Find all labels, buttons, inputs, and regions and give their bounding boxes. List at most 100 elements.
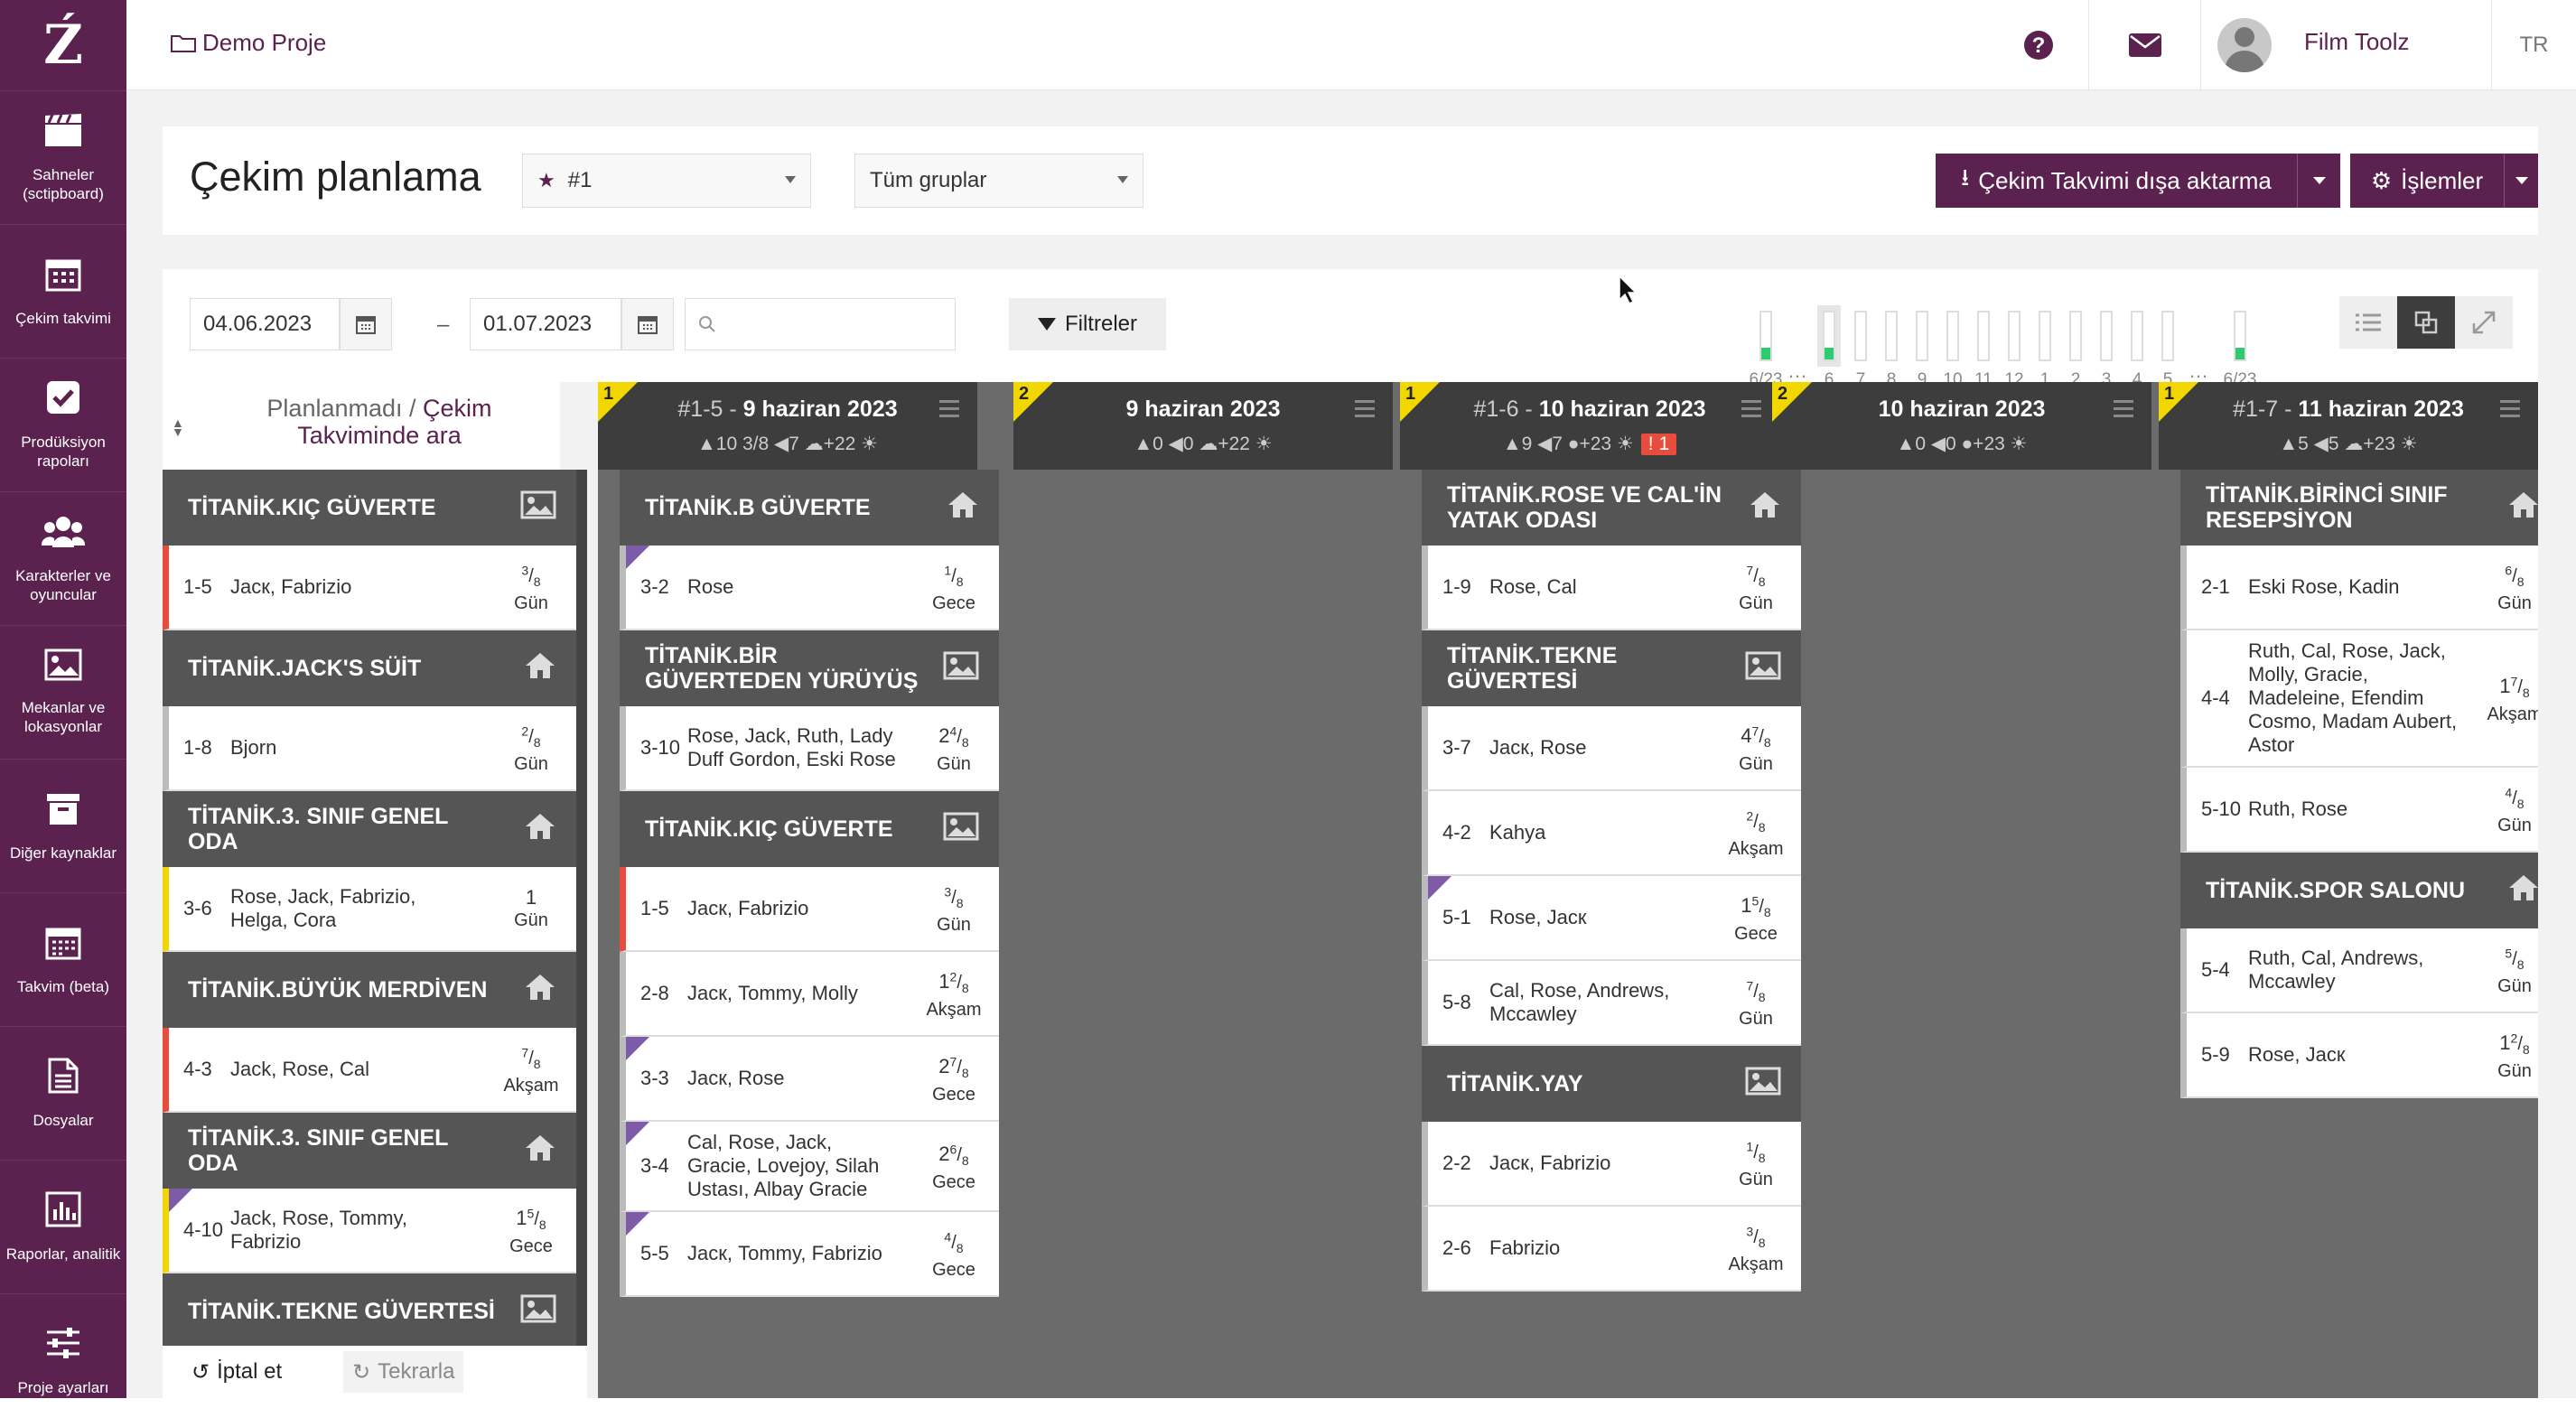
day-load-bar[interactable] [2161, 311, 2174, 361]
scene-card[interactable]: 4-10 Jack, Rose, Tommy, Fabrizio 15/8 Gece [163, 1189, 576, 1273]
date-to-calendar-button[interactable] [621, 298, 674, 350]
undo-button[interactable]: ↺ İptal et [182, 1351, 291, 1393]
date-from-calendar-button[interactable] [340, 298, 392, 350]
day-load-bar[interactable] [2069, 311, 2082, 361]
sidebar-item-6[interactable]: Diğer kaynaklar [0, 759, 126, 892]
sidebar-item-10[interactable]: Proje ayarları [0, 1293, 126, 1427]
set-header[interactable]: TİTANİK.TEKNE GÜVERTESİ [163, 1273, 576, 1346]
scene-card[interactable]: 1-5 Jacк, Fabrizio 3/8 Gün [620, 867, 999, 952]
scene-card[interactable]: 1-8 Bjorn 2/8 Gün [163, 706, 576, 791]
unplanned-scrollbar[interactable] [576, 470, 587, 1346]
scene-card[interactable]: 2-1 Eski Rose, Kadin 6/8 Gün [2180, 546, 2538, 630]
scene-card[interactable]: 2-8 Jacк, Tommy, Molly 12/8 Akşam [620, 952, 999, 1037]
day-load-bar[interactable] [2131, 311, 2143, 361]
set-header[interactable]: TİTANİK.KIÇ GÜVERTE [620, 791, 999, 867]
operations-button[interactable]: ⚙ İşlemler [2350, 154, 2504, 208]
scene-card[interactable]: 5-10 Ruth, Rose 4/8 Gün [2180, 768, 2538, 853]
app-logo[interactable]: Ź [43, 14, 83, 77]
schedule-select[interactable]: ★ #1 [522, 154, 811, 208]
fullscreen-button[interactable] [2455, 296, 2513, 349]
day-header[interactable]: 1 #1-5 - 9 haziran 2023 ▲10 3/8 ◀7 ☁+22 ☀ [598, 382, 977, 470]
warning-badge[interactable]: ! 1 [1640, 434, 1677, 455]
day-load-bar[interactable] [1854, 311, 1867, 361]
scene-card[interactable]: 3-7 Jacк, Rose 47/8 Gün [1422, 706, 1801, 791]
scene-card[interactable]: 3-3 Jacк, Rose 27/8 Gece [620, 1037, 999, 1122]
fraction-slash: / [957, 1058, 962, 1078]
operations-dropdown-button[interactable] [2504, 154, 2538, 208]
export-schedule-button[interactable]: ⭳ Çekim Takvimi dışa aktarma [1936, 154, 2297, 208]
scene-card[interactable]: 1-9 Rose, Cal 7/8 Gün [1422, 546, 1801, 630]
day-load-bar[interactable] [2100, 311, 2113, 361]
set-header[interactable]: TİTANİK.B GÜVERTE [620, 470, 999, 546]
sort-icon[interactable]: ▲ ▼ [172, 415, 184, 439]
set-header[interactable]: TİTANİK.YAY [1422, 1046, 1801, 1122]
set-header[interactable]: TİTANİK.KIÇ GÜVERTE [163, 470, 576, 546]
day-menu-icon[interactable] [1741, 400, 1761, 422]
day-header[interactable]: 1 #1-6 - 10 haziran 2023 ▲9 ◀7 ●+23 ☀! 1 [1400, 382, 1779, 470]
day-load-bar[interactable] [2234, 311, 2246, 361]
messages-button[interactable] [2088, 0, 2200, 90]
scene-card[interactable]: 4-3 Jack, Rose, Cal 7/8 Akşam [163, 1028, 576, 1113]
sidebar-item-2[interactable]: Çekim takvimi [0, 224, 126, 358]
day-load-bar[interactable] [1977, 311, 1990, 361]
day-load-bar[interactable] [1916, 311, 1928, 361]
sidebar-item-8[interactable]: Dosyalar [0, 1026, 126, 1160]
scene-card[interactable]: 3-4 Cal, Rose, Jack, Gracie, Lovejoy, Sil… [620, 1122, 999, 1212]
filters-button[interactable]: Filtreler [1009, 298, 1166, 350]
user-menu[interactable]: Film Toolz [2200, 0, 2491, 90]
scene-card[interactable]: 3-6 Rose, Jack, Fabrizio, Helga, Cora 1 Gün [163, 867, 576, 952]
set-header[interactable]: TİTANİK.BÜYÜK MERDİVEN [163, 952, 576, 1028]
set-header[interactable]: TİTANİK.ROSE VE CAL'İN YATAK ODASI [1422, 470, 1801, 546]
sidebar-item-3[interactable]: Prodüksiyon rapoları [0, 358, 126, 491]
sidebar-item-7[interactable]: Takvim (beta) [0, 892, 126, 1026]
day-header[interactable]: 1 #1-7 - 11 haziran 2023 ▲5 ◀5 ☁+23 ☀ [2159, 382, 2538, 470]
set-header[interactable]: TİTANİK.BİRİNCİ SINIF RESEPSİYON [2180, 470, 2538, 546]
board-view-button[interactable] [2397, 296, 2455, 349]
language-switch[interactable]: TR [2491, 0, 2576, 90]
scene-card[interactable]: 4-4 Ruth, Cal, Rose, Jack, Molly, Gracie,… [2180, 630, 2538, 768]
scene-card[interactable]: 5-1 Rose, Jacк 15/8 Gece [1422, 876, 1801, 961]
day-menu-icon[interactable] [1355, 400, 1375, 422]
set-header[interactable]: TİTANİK.TEKNE GÜVERTESİ [1422, 630, 1801, 706]
scene-card[interactable]: 3-2 Rose 1/8 Gece [620, 546, 999, 630]
set-header[interactable]: TİTANİK.3. SINIF GENEL ODA [163, 1113, 576, 1189]
set-header[interactable]: TİTANİK.SPOR SALONU [2180, 853, 2538, 928]
day-header[interactable]: 2 9 haziran 2023 ▲0 ◀0 ☁+22 ☀ [1013, 382, 1393, 470]
day-header[interactable]: 2 10 haziran 2023 ▲0 ◀0 ●+23 ☀ [1772, 382, 2151, 470]
scene-card[interactable]: 5-4 Ruth, Cal, Andrews, Mccawley 5/8 Gün [2180, 928, 2538, 1013]
scene-card[interactable]: 1-5 Jacк, Fabrizio 3/8 Gün [163, 546, 576, 630]
set-header[interactable]: TİTANİK.3. SINIF GENEL ODA [163, 791, 576, 867]
scene-card[interactable]: 5-5 Jacк, Tommy, Fabrizio 4/8 Gece [620, 1212, 999, 1297]
day-menu-icon[interactable] [2114, 400, 2133, 422]
set-header[interactable]: TİTANİK.BİR GÜVERTEDEN YÜRÜYÜŞ [620, 630, 999, 706]
day-load-bar[interactable] [1885, 311, 1898, 361]
scene-card[interactable]: 3-10 Rose, Jack, Ruth, Lady Duff Gordon, … [620, 706, 999, 791]
day-load-bar[interactable] [1759, 311, 1772, 361]
project-link[interactable]: Demo Proje [170, 29, 326, 57]
list-view-button[interactable] [2339, 296, 2397, 349]
set-header[interactable]: TİTANİK.JACK'S SÜİT [163, 630, 576, 706]
scene-card[interactable]: 4-2 Kahya 2/8 Akşam [1422, 791, 1801, 876]
date-from-input[interactable]: 04.06.2023 [190, 298, 340, 350]
sidebar-item-1[interactable]: Sahneler (sctipboard) [0, 90, 126, 224]
day-load-bar[interactable] [1817, 305, 1841, 367]
scene-card[interactable]: 2-6 Fabrizio 3/8 Akşam [1422, 1207, 1801, 1292]
scene-card[interactable]: 2-2 Jacк, Fabrizio 1/8 Gün [1422, 1122, 1801, 1207]
export-dropdown-button[interactable] [2297, 154, 2340, 208]
search-in-schedule-link[interactable]: Çekim Takviminde ara [297, 395, 492, 449]
scene-card[interactable]: 5-9 Rose, Jacк 12/8 Gün [2180, 1013, 2538, 1098]
group-select[interactable]: Tüm gruplar [854, 154, 1143, 208]
sidebar-item-4[interactable]: Karakterler ve oyuncular [0, 491, 126, 625]
day-menu-icon[interactable] [939, 400, 959, 422]
day-menu-icon[interactable] [2500, 400, 2520, 422]
day-load-bar[interactable] [1946, 311, 1959, 361]
scene-card[interactable]: 5-8 Cal, Rose, Andrews, Mccawley 7/8 Gün [1422, 961, 1801, 1046]
date-to-input[interactable]: 01.07.2023 [470, 298, 621, 350]
sidebar-item-9[interactable]: Raporlar, analitik [0, 1160, 126, 1293]
day-load-bar[interactable] [2008, 311, 2021, 361]
search-input[interactable] [685, 298, 956, 350]
sidebar-item-5[interactable]: Mekanlar ve lokasyonlar [0, 625, 126, 759]
help-button[interactable]: ? [1989, 0, 2088, 90]
day-load-bar[interactable] [2039, 311, 2051, 361]
redo-button[interactable]: ↻ Tekrarla [343, 1351, 464, 1393]
